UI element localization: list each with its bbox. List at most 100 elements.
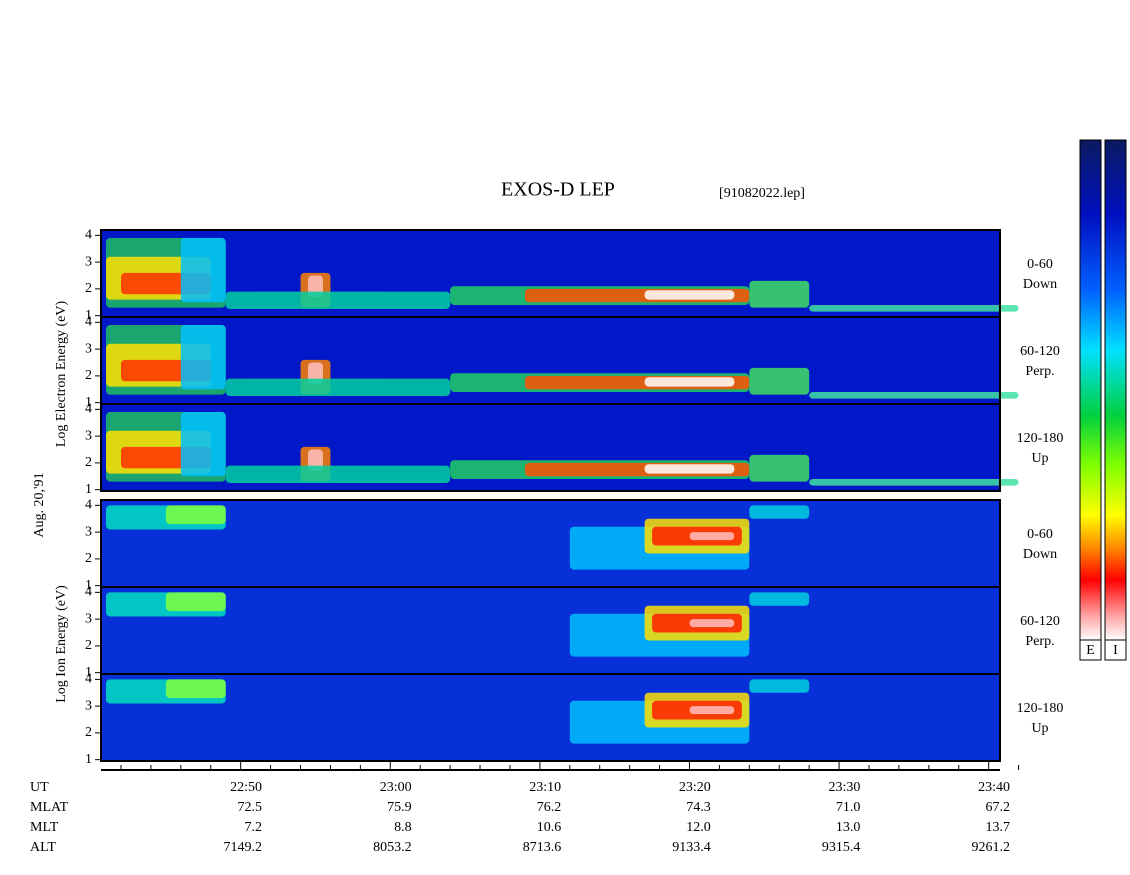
ephemeris-value: 74.3 [686,800,711,815]
time-tick-label: 23:20 [679,780,711,795]
spectrogram-patch [180,238,226,303]
spectrogram-patch [644,464,735,474]
spectrogram-patch [308,362,323,384]
date-label: Aug. 20,'91 [32,472,47,537]
panel-angle: 0-60 [1027,257,1053,272]
time-tick-label: 23:30 [829,780,861,795]
spectrogram-patch [225,291,451,309]
y-tick-label: 4 [85,315,92,330]
ephemeris-row-name: MLAT [30,800,69,815]
ephemeris-value: 10.6 [537,820,562,835]
spectrogram-patch [689,532,735,541]
spectrogram-patch [180,412,226,477]
y-tick-label: 4 [85,402,92,417]
spectrogram-patch [644,290,735,300]
spectrogram-patch [809,304,1019,312]
spectrogram-background [101,674,1000,761]
y-tick-label: 3 [85,341,92,356]
y-tick-label: 3 [85,428,92,443]
spectrogram-patch [225,378,451,396]
spectrogram-patch [749,592,810,606]
y-tick-label: 2 [85,455,92,470]
y-tick-label: 1 [85,665,92,680]
colorbar-label-box [1079,639,1102,661]
ephemeris-value: 8713.6 [523,840,562,855]
panel-direction: Up [1031,721,1048,736]
spectrogram-patch [644,377,735,387]
ephemeris-value: 8053.2 [373,840,412,855]
ephemeris-value: 75.9 [387,800,412,815]
title: EXOS-D LEP [501,179,615,201]
time-tick-label: 23:00 [380,780,412,795]
y-tick-label: 2 [85,638,92,653]
ephemeris-value: 76.2 [537,800,562,815]
y-tick-label: 3 [85,524,92,539]
spectrogram-patch [749,454,810,482]
plot-area: 1 2 3 4 0-60 Down 1 2 3 4 60-120 Perp. 1 2 3 4 120-180 Up… [30,139,1127,855]
y-tick-label: 1 [85,482,92,497]
panel-angle: 60-120 [1020,344,1060,359]
time-tick-label: 23:10 [529,780,561,795]
electron-axis-label: Log Electron Energy (eV) [54,301,69,448]
ephemeris-value: 9133.4 [672,840,711,855]
spectrogram-patch [809,478,1019,486]
ephemeris-value: 9261.2 [972,840,1011,855]
spectrogram-patch [308,275,323,297]
ion-axis-label: Log Ion Energy (eV) [54,585,69,703]
y-tick-label: 3 [85,254,92,269]
y-tick-label: 1 [85,752,92,767]
spectrogram-background [101,587,1000,674]
y-tick-label: 2 [85,551,92,566]
spectrogram-patch [749,367,810,395]
panel-angle: 120-180 [1017,431,1064,446]
ephemeris-value: 12.0 [686,820,711,835]
spectrogram-patch [809,391,1019,399]
spectrogram-patch [180,325,226,390]
y-tick-label: 4 [85,228,92,243]
y-tick-label: 4 [85,672,92,687]
spectrogram-patch [225,465,451,483]
file-name: [91082022.lep] [719,186,805,201]
time-tick-label: 23:40 [978,780,1010,795]
y-tick-label: 2 [85,368,92,383]
panel-angle: 120-180 [1017,701,1064,716]
spectrogram-patch [165,505,226,525]
time-tick-label: 22:50 [230,780,262,795]
spectrogram-patch [308,449,323,471]
ephemeris-value: 8.8 [394,820,412,835]
spectrogram-patch [749,679,810,693]
panel-direction: Down [1023,277,1057,292]
panel-direction: Down [1023,547,1057,562]
colorbar [1079,139,1102,641]
ephemeris-value: 7149.2 [224,840,263,855]
y-tick-label: 1 [85,395,92,410]
ephemeris-row-name: ALT [30,840,56,855]
spectrogram-patch [165,679,226,699]
panel-direction: Up [1031,451,1048,466]
spectrogram-patch [749,505,810,519]
y-tick-label: 4 [85,498,92,513]
y-tick-label: 3 [85,611,92,626]
spectrogram-patch [689,619,735,628]
spectrogram-patch [165,592,226,612]
y-tick-label: 2 [85,725,92,740]
ephemeris-row-name: MLT [30,820,59,835]
y-tick-label: 3 [85,698,92,713]
y-tick-label: 1 [85,578,92,593]
panel-angle: 0-60 [1027,527,1053,542]
panel-frame [100,403,1001,492]
spectrogram-patch [749,280,810,308]
panel-frame [100,673,1001,762]
ephemeris-value: 71.0 [836,800,861,815]
y-tick-label: 1 [85,308,92,323]
ephemeris-value: 7.2 [245,820,263,835]
spectrogram-background [101,500,1000,587]
colorbar [1104,139,1127,641]
ephemeris-value: 9315.4 [822,840,861,855]
y-tick-label: 4 [85,585,92,600]
colorbar-label-box [1104,639,1127,661]
panel-direction: Perp. [1025,364,1054,379]
ephemeris-row-name: UT [30,780,49,795]
y-tick-label: 2 [85,281,92,296]
ephemeris-value: 13.0 [836,820,861,835]
